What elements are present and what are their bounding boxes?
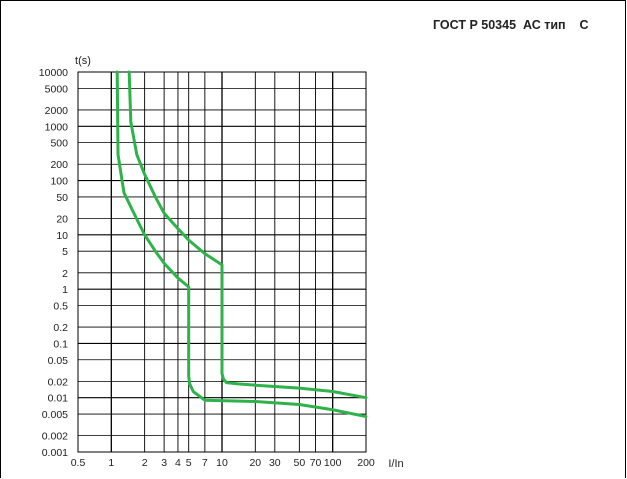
x-tick-label: 200 [357, 457, 375, 469]
y-tick-label: 0.005 [42, 409, 68, 421]
chart-title: ГОСТ Р 50345 АС тип С [433, 18, 589, 32]
y-tick-label: 0.05 [48, 355, 69, 367]
curves [115, 70, 368, 419]
y-tick-label: 500 [50, 138, 68, 150]
y-tick-label: 1000 [45, 121, 69, 133]
x-axis-label: I/In [388, 458, 403, 470]
x-tick-label: 70 [310, 457, 322, 469]
y-tick-label: 0.001 [42, 447, 68, 459]
y-tick-label: 2 [62, 268, 68, 280]
trip-curve-1 [115, 70, 368, 419]
y-tick-label: 0.5 [53, 300, 68, 312]
tick-labels: 0.5 1 2 3 4 5 7 10 20 30 50 70 100 200100005000200010… [39, 67, 375, 469]
y-tick-label: 0.02 [48, 376, 69, 388]
grid [77, 71, 367, 453]
y-tick-label: 200 [50, 159, 68, 171]
x-tick-label: 20 [249, 457, 261, 469]
x-tick-label: 100 [324, 457, 342, 469]
y-tick-label: 50 [56, 192, 68, 204]
y-tick-label: 5 [62, 246, 68, 258]
x-tick-label: 10 [216, 457, 228, 469]
x-tick-label: 3 [161, 457, 167, 469]
y-tick-label: 0.002 [42, 431, 68, 443]
x-tick-label: 1 [108, 457, 114, 469]
x-tick-label: 5 [186, 457, 192, 469]
y-tick-label: 20 [56, 214, 68, 226]
y-tick-label: 1 [62, 284, 68, 296]
y-tick-label: 0.1 [53, 338, 68, 350]
trip-curve-2 [127, 70, 368, 400]
y-axis-label: t(s) [75, 55, 91, 67]
y-tick-label: 100 [50, 176, 68, 188]
x-tick-label: 0.5 [71, 457, 86, 469]
y-tick-label: 10000 [39, 67, 68, 79]
y-tick-label: 5000 [45, 83, 69, 95]
y-tick-label: 10 [56, 230, 68, 242]
y-tick-label: 0.01 [48, 393, 69, 405]
x-tick-label: 4 [175, 457, 181, 469]
y-tick-label: 2000 [45, 105, 69, 117]
x-tick-label: 2 [142, 457, 148, 469]
x-tick-label: 7 [202, 457, 208, 469]
y-tick-label: 0.2 [53, 322, 68, 334]
x-tick-label: 30 [269, 457, 281, 469]
x-tick-label: 50 [294, 457, 306, 469]
